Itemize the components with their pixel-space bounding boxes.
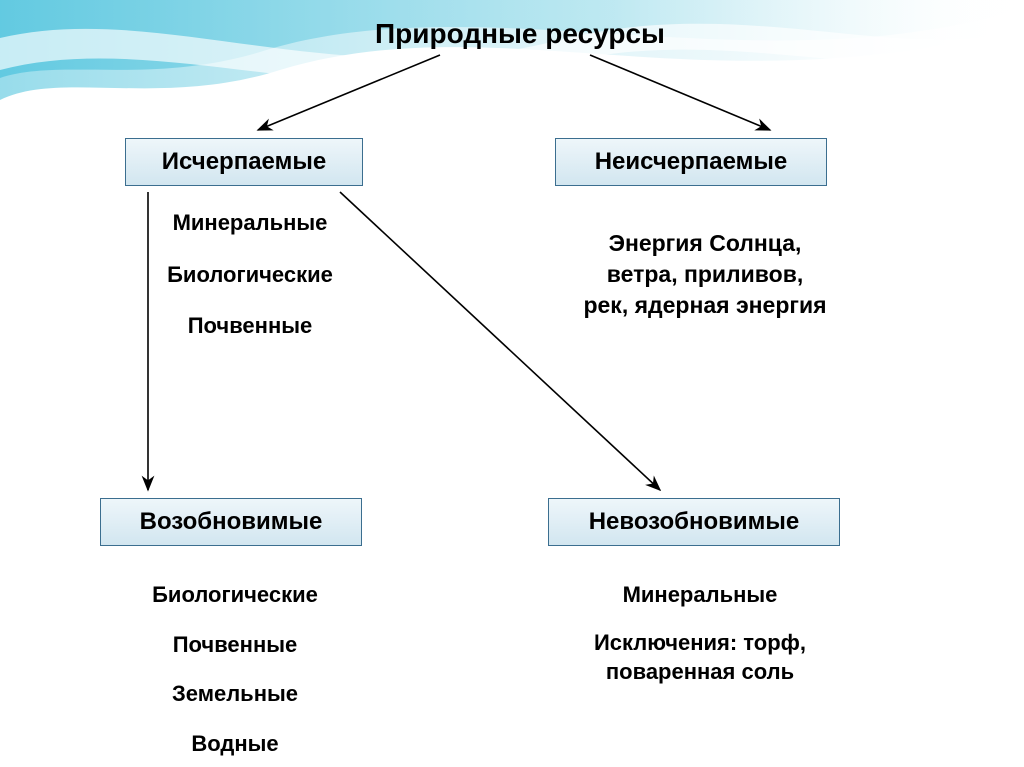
list-item: ветра, приливов, bbox=[545, 259, 865, 290]
box-exhaustible: Исчерпаемые bbox=[125, 138, 363, 186]
box-renewable: Возобновимые bbox=[100, 498, 362, 546]
box-renewable-label: Возобновимые bbox=[140, 508, 323, 536]
nonrenewable-list: Минеральные Исключения: торф, поваренная… bbox=[555, 580, 845, 687]
inexhaustible-list: Энергия Солнца, ветра, приливов, рек, яд… bbox=[545, 228, 865, 321]
list-item: Минеральные bbox=[145, 208, 355, 238]
list-item: Биологические bbox=[130, 580, 340, 610]
list-item: поваренная соль bbox=[555, 657, 845, 687]
box-exhaustible-label: Исчерпаемые bbox=[162, 148, 326, 176]
list-item: Почвенные bbox=[130, 630, 340, 660]
list-item: Почвенные bbox=[145, 311, 355, 341]
box-inexhaustible-label: Неисчерпаемые bbox=[595, 148, 788, 176]
list-item: Минеральные bbox=[555, 580, 845, 610]
exhaustible-list: Минеральные Биологические Почвенные bbox=[145, 208, 355, 341]
list-item: Исключения: торф, bbox=[555, 628, 845, 658]
list-item: Водные bbox=[130, 729, 340, 759]
arrow bbox=[590, 55, 770, 130]
list-item: Земельные bbox=[130, 679, 340, 709]
box-nonrenewable: Невозобновимые bbox=[548, 498, 840, 546]
box-nonrenewable-label: Невозобновимые bbox=[589, 508, 800, 536]
list-item: Энергия Солнца, bbox=[545, 228, 865, 259]
box-inexhaustible: Неисчерпаемые bbox=[555, 138, 827, 186]
list-item: Биологические bbox=[145, 260, 355, 290]
diagram-title: Природные ресурсы bbox=[360, 18, 680, 50]
renewable-list: Биологические Почвенные Земельные Водные bbox=[130, 580, 340, 759]
list-item: рек, ядерная энергия bbox=[545, 290, 865, 321]
arrow bbox=[258, 55, 440, 130]
